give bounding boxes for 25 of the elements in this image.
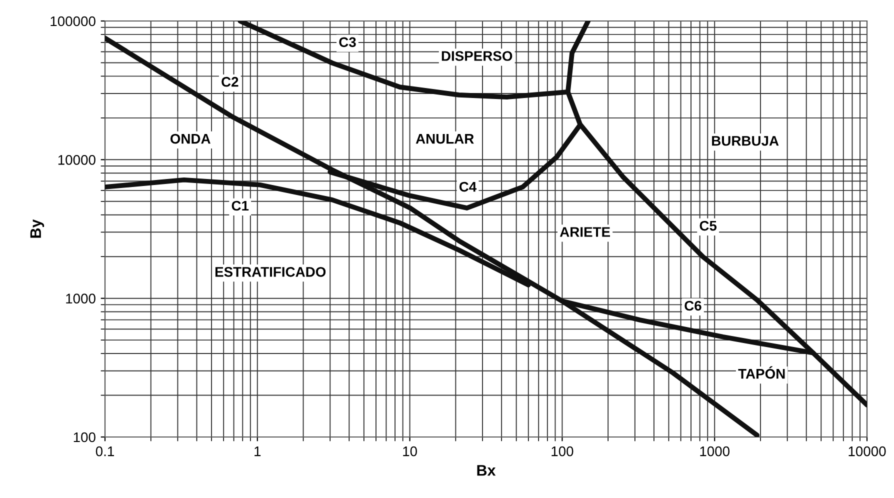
y-axis-title: By [30,219,44,238]
x-tick-label: 0.1 [96,446,114,456]
annotation: ONDA [170,134,210,144]
x-tick-label: 1 [254,446,261,456]
y-tick-label: 10000 [58,155,96,165]
annotation: DISPERSO [442,51,512,61]
annotation: ARIETE [560,227,610,237]
annotation: C4 [459,182,477,192]
y-tick-label: 100 [74,432,96,442]
annotation: TAPÓN [738,366,785,379]
annotation: C5 [700,220,717,231]
y-tick-label: 1000 [66,294,96,304]
x-axis-title: Bx [477,465,496,476]
annotation: ESTRATIFICADO [215,266,326,277]
annotation: C3 [339,37,356,48]
x-tick-label: 10000 [848,446,886,456]
y-tick-label: 100000 [50,16,96,26]
annotation: BURBUJA [712,136,779,146]
annotation: C6 [684,300,702,311]
annotation: ANULAR [416,134,474,144]
x-tick-label: 10 [403,446,417,456]
annotation: C1 [232,200,249,211]
x-tick-label: 100 [552,446,574,456]
x-tick-label: 1000 [700,446,730,456]
annotation: C2 [222,76,238,87]
